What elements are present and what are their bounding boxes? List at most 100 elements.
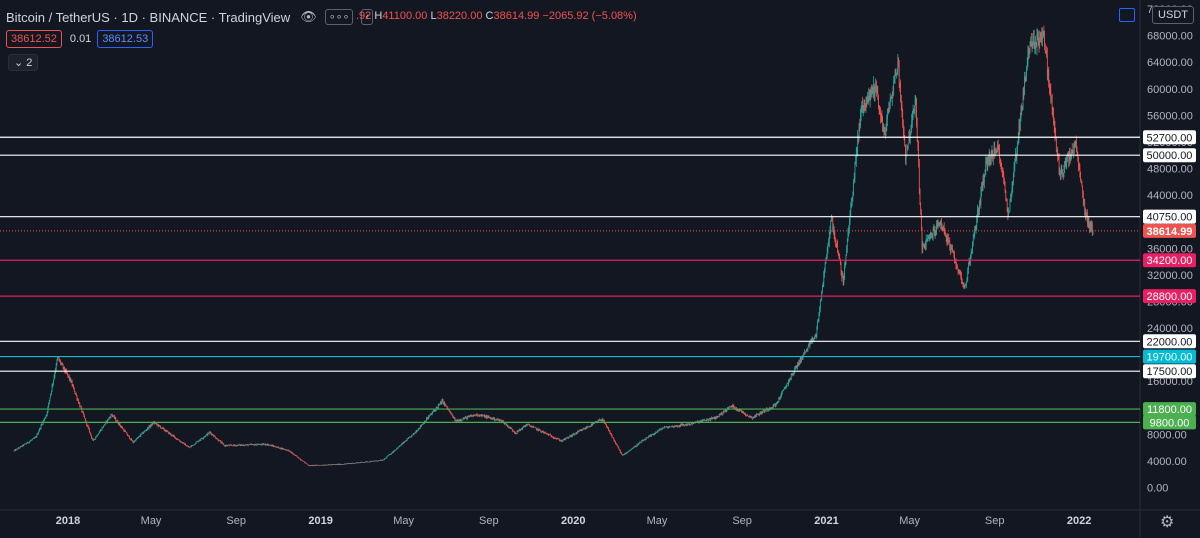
candle-body <box>882 120 883 132</box>
candle-body <box>1007 210 1009 216</box>
candle-body <box>175 438 177 439</box>
candle-body <box>502 421 503 422</box>
candle-body <box>956 264 958 266</box>
candle-body <box>901 105 903 111</box>
candle-body <box>798 361 800 366</box>
gear-icon[interactable]: ⚙ <box>1160 514 1175 531</box>
candle-body <box>738 409 739 411</box>
candle-body <box>466 416 468 419</box>
candle-body <box>400 445 402 446</box>
candle-body <box>990 154 992 163</box>
candle-body <box>232 445 234 447</box>
candle-body <box>97 434 99 436</box>
candle-body <box>627 451 629 453</box>
candle-body <box>753 416 755 418</box>
candle-body <box>320 464 322 466</box>
candle-body <box>744 412 746 414</box>
candle-body <box>965 284 967 286</box>
candle-body <box>165 430 166 432</box>
candle-body <box>441 400 443 404</box>
candle-body <box>37 434 38 435</box>
candle-body <box>776 403 778 404</box>
candle-body <box>879 108 881 113</box>
candle-body <box>885 130 887 131</box>
candle-body <box>480 414 481 417</box>
candle-body <box>356 462 357 464</box>
candle-body <box>300 458 301 460</box>
candle-body <box>783 388 785 390</box>
candle-body <box>559 440 561 442</box>
candle-body <box>176 438 178 440</box>
candle-body <box>917 139 919 147</box>
candle-body <box>334 464 336 465</box>
candle-body <box>668 426 670 428</box>
candle-body <box>993 148 995 155</box>
candle-body <box>332 464 334 465</box>
candle-body <box>368 462 370 463</box>
candle-body <box>552 437 553 438</box>
candle-body <box>961 275 962 280</box>
candle-body <box>338 463 340 465</box>
candle-body <box>35 436 37 438</box>
candle-body <box>967 269 969 279</box>
symbol-title[interactable]: Bitcoin / TetherUS · 1D · BINANCE · Trad… <box>6 9 291 25</box>
candle-body <box>905 145 906 161</box>
candle-body <box>561 441 563 442</box>
candle-body <box>801 359 802 361</box>
candle-body <box>944 229 946 235</box>
currency-button[interactable]: USDT <box>1152 6 1194 24</box>
candle-body <box>860 108 862 116</box>
candle-body <box>163 428 164 429</box>
candle-body <box>831 216 832 221</box>
candle-body <box>601 420 602 421</box>
candle-body <box>536 428 538 430</box>
candle-body <box>100 429 102 431</box>
candle-body <box>125 430 126 432</box>
candle-body <box>273 446 275 447</box>
candle-body <box>1020 106 1022 115</box>
candle-body <box>935 229 937 232</box>
candle-body <box>970 255 971 263</box>
candle-body <box>49 397 51 401</box>
candle-body <box>1027 48 1029 65</box>
candle-body <box>327 464 329 465</box>
candle-body <box>478 414 479 416</box>
candle-body <box>214 435 216 437</box>
candle-body <box>325 464 327 466</box>
candle-body <box>353 463 355 464</box>
candle-body <box>287 449 289 451</box>
indicator-count: 2 <box>26 57 33 69</box>
candle-body <box>305 462 306 464</box>
more-icon[interactable]: ∘∘∘ <box>324 9 354 25</box>
candle-body <box>355 462 357 464</box>
candle-body <box>140 434 142 437</box>
candle-body <box>916 98 917 125</box>
candle-body <box>419 428 420 429</box>
candle-body <box>459 420 461 421</box>
collapse-icon[interactable]: ‹ <box>361 9 374 25</box>
candle-body <box>670 426 672 428</box>
candle-body <box>867 97 869 100</box>
candle-body <box>250 444 252 445</box>
scale-mode-icon[interactable] <box>1119 8 1135 22</box>
candle-body <box>528 424 530 425</box>
eye-icon[interactable]: 👁 <box>300 9 317 24</box>
candle-body <box>797 363 798 368</box>
candle-body <box>844 264 845 279</box>
candle-body <box>198 440 200 442</box>
candle-body <box>585 427 587 430</box>
candle-body <box>102 427 103 429</box>
candle-body <box>674 426 676 428</box>
sell-button[interactable]: 38612.52 <box>6 30 62 48</box>
candle-body <box>102 425 104 428</box>
candle-body <box>28 442 29 444</box>
candle-body <box>462 419 463 421</box>
candle-body <box>733 406 735 408</box>
candle-body <box>568 437 569 438</box>
candle-body <box>436 407 438 408</box>
buy-button[interactable]: 38612.53 <box>97 30 154 48</box>
indicators-toggle[interactable]: ⌄ 2 <box>8 54 39 71</box>
candle-body <box>89 428 90 433</box>
candle-body <box>891 98 892 99</box>
